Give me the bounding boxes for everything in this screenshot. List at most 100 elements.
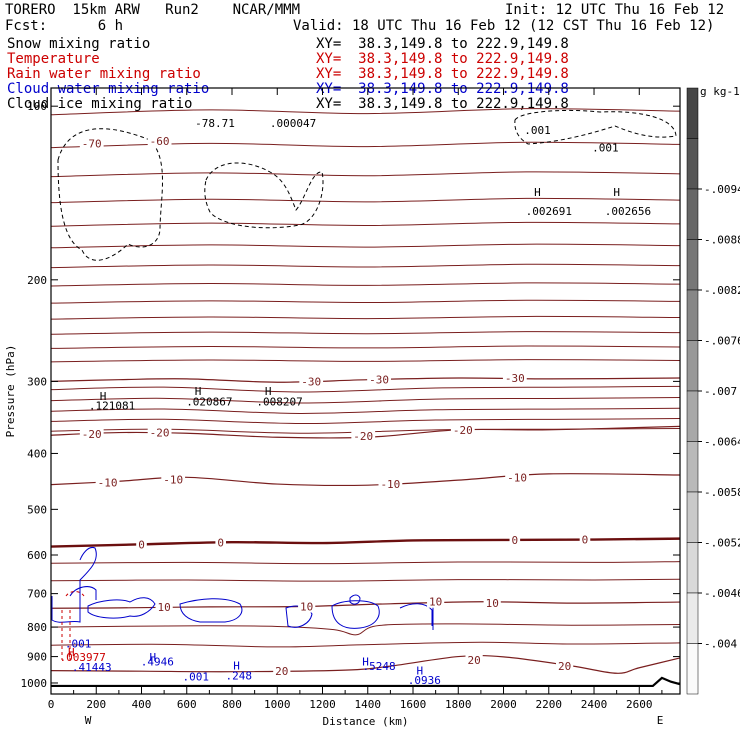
contour-label-bg [147, 135, 172, 148]
extremum-label: .41443 [72, 661, 112, 674]
snow-cloud-contours [57, 109, 677, 261]
temperature-label: 10 [486, 597, 499, 610]
field-xy-rain: XY= 38.3,149.8 to 222.9,149.8 [316, 66, 569, 82]
y-tick-label: 500 [27, 503, 47, 516]
cloud-water-contour-3 [285, 605, 313, 628]
extremum-label: .002656 [605, 205, 651, 218]
contour-label-bg [215, 536, 226, 549]
y-tick-label: 900 [27, 651, 47, 664]
temperature-label: 20 [558, 660, 571, 673]
extremum-label: .121081 [89, 399, 135, 412]
contour-label-bg [161, 473, 186, 486]
temperature-label: -70 [82, 137, 102, 150]
temperature-contour-upper [50, 108, 681, 116]
colorbar-label: -.0052 [704, 537, 740, 550]
temperature-label: -20 [82, 428, 102, 441]
temperature-contour--10 [50, 473, 681, 487]
temperature-label: 10 [300, 601, 313, 614]
contour-label-bg [505, 471, 529, 484]
x-tick-label: 1200 [309, 698, 336, 711]
temperature-contour-mid [50, 385, 681, 393]
contour-label-bg [79, 137, 104, 150]
cloud-water-contour-6 [399, 603, 433, 626]
temperature-label: 0 [582, 534, 589, 547]
temperature-label: 0 [138, 538, 145, 551]
extremum-label: H [233, 659, 240, 672]
axes: 0 200 400 600 800 1000 1200 1400 1600 1800 2000 220… [4, 87, 681, 728]
colorbar-unit: g kg-1 [700, 85, 740, 98]
extremum-label: .001 [65, 638, 92, 651]
extremum-label: .248 [226, 669, 253, 682]
extremum-label: .001 [592, 142, 619, 155]
temperature-contour--30 [50, 377, 681, 383]
colorbar: -.0094 -.0088 -.0082 -.0076 -.007 -.0064 -.005… [686, 85, 740, 695]
field-name-cloud-ice: Cloud ice mixing ratio [7, 96, 193, 112]
colorbar-segment [686, 491, 699, 543]
contour-label-bg [509, 533, 521, 546]
temperature-contour-upper [50, 171, 681, 178]
temperature-label: -30 [369, 374, 389, 387]
temperature-contour-upper [50, 197, 681, 204]
snow-contour-center [204, 162, 324, 229]
y-tick-label: 200 [27, 274, 47, 287]
contour-label-bg [483, 597, 501, 610]
colorbar-segment [686, 592, 699, 644]
extremum-label: .000047 [270, 117, 316, 130]
temperature-contour-upper [50, 263, 681, 269]
cloud-water-contour-2 [179, 598, 243, 623]
field-name-snow: Snow mixing ratio [7, 36, 151, 52]
y-tick-label: 100 [27, 100, 47, 113]
x-tick-label: 2200 [536, 698, 563, 711]
colorbar-segment [686, 188, 699, 240]
x-tick-label: 1400 [355, 698, 382, 711]
contour-label-bg [427, 595, 445, 608]
contour-label-bg [155, 601, 173, 614]
x-tick-label: 800 [222, 698, 242, 711]
cloud-water-contour-8 [69, 586, 97, 600]
extremum-label: H [416, 664, 423, 677]
y-tick-label: 400 [27, 447, 47, 460]
temperature-contour-upper [50, 315, 681, 320]
extremum-label: .008207 [256, 395, 302, 408]
contour-label-bg [298, 600, 316, 613]
contour-label-bg [136, 538, 147, 551]
colorbar-label: -.007 [704, 385, 737, 398]
temperature-contour-20 [50, 654, 681, 674]
contour-label-bg [579, 533, 591, 546]
cloud-water-contour-4 [331, 600, 380, 629]
temperature-contour-mid [50, 407, 681, 414]
temperature-contour-lower [50, 641, 681, 648]
snow-contour-west [57, 128, 163, 261]
y-axis-label: Pressure (hPa) [4, 345, 17, 438]
extremum-label: .001 [524, 124, 551, 137]
header-valid-time: Valid: 18 UTC Thu 16 Feb 12 (12 CST Thu … [293, 18, 715, 34]
cloud-water-contour-1 [87, 597, 156, 619]
colorbar-segment [686, 289, 699, 341]
temperature-label: -10 [98, 476, 118, 489]
temperature-contour-lower [50, 561, 681, 565]
extremum-label: H [150, 651, 157, 664]
terrain-line [51, 676, 681, 688]
temperature-contour-lower [50, 578, 681, 582]
field-name-temperature: Temperature [7, 51, 100, 67]
temperature-label: 10 [429, 596, 442, 609]
colorbar-label: -.0064 [704, 436, 740, 449]
extremum-label: H [195, 385, 202, 398]
temperature-contour--20 [50, 425, 681, 439]
temperature-contour-upper [50, 141, 681, 149]
colorbar-label: -.0076 [704, 335, 740, 348]
y-tick-label: 700 [27, 588, 47, 601]
extremum-label: .5248 [363, 660, 396, 673]
extremum-label: H [613, 186, 620, 199]
field-name-cloud-water: Cloud water mixing ratio [7, 81, 210, 97]
colorbar-segment [686, 390, 699, 442]
extremum-label: .003977 [59, 651, 105, 664]
contour-label-bg [351, 429, 376, 442]
temperature-label: 0 [512, 534, 519, 547]
colorbar-segment [686, 239, 699, 291]
contour-labels: -70 -60 -30 -30 -30 -20 -20 -20 -20 -10 -10 -10 -10 0… [59, 117, 651, 687]
y-tick-label: 800 [27, 621, 47, 634]
temperature-contour-upper [50, 331, 681, 335]
y-tick-label: 300 [27, 375, 47, 388]
